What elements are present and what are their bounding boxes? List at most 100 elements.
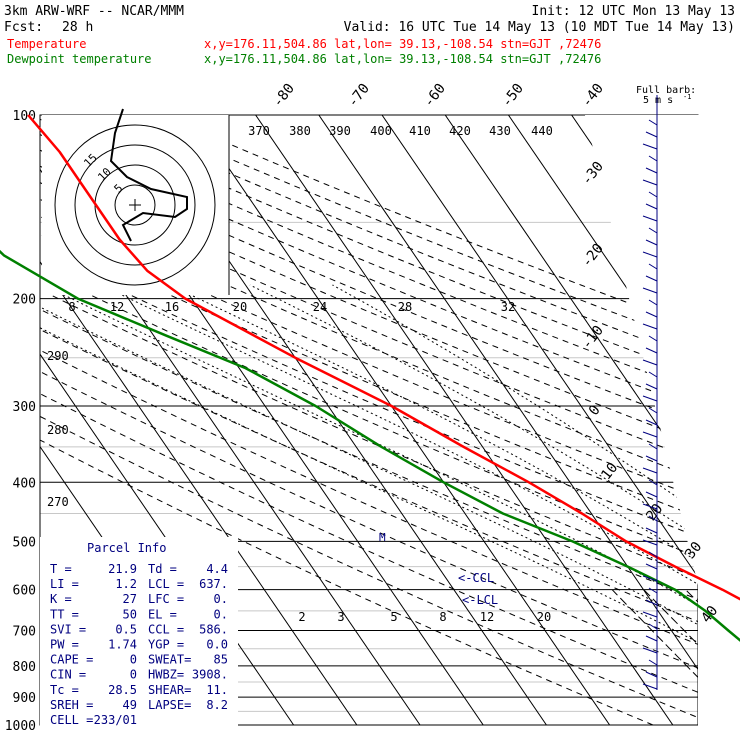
parcel-row-value: 11. bbox=[206, 683, 228, 697]
wind-barb bbox=[645, 383, 658, 390]
theta-label: 430 bbox=[489, 124, 511, 138]
wind-barb bbox=[648, 659, 658, 666]
parcel-row-label: CIN = bbox=[50, 668, 86, 682]
wind-barb bbox=[645, 239, 658, 246]
dry-adiabat bbox=[40, 198, 698, 480]
moist-adiabat-label: 28 bbox=[398, 300, 412, 314]
valid-time: Valid: 16 UTC Tue 14 May 13 (10 MDT Tue … bbox=[344, 20, 735, 35]
parcel-row-label: HWBZ= bbox=[148, 668, 184, 682]
parcel-row-label: TT = bbox=[50, 607, 79, 621]
pressure-label: 600 bbox=[13, 584, 36, 599]
parcel-row-value: 85 bbox=[214, 653, 228, 667]
wind-barb bbox=[648, 515, 658, 522]
wind-barb bbox=[642, 395, 658, 402]
wind-barb bbox=[648, 587, 658, 594]
isotherm bbox=[381, 115, 698, 578]
isotherm bbox=[318, 115, 698, 671]
moist-adiabat bbox=[249, 284, 698, 538]
hodograph-ring bbox=[74, 144, 196, 266]
pressure-label: 500 bbox=[13, 535, 36, 550]
dewpoint-profile bbox=[0, 249, 740, 642]
parcel-row-value: 0.5 bbox=[115, 622, 137, 636]
dewpoint-location: x,y=176.11,504.86 lat,lon= 39.13,-108.54… bbox=[204, 52, 601, 66]
wind-barb bbox=[642, 179, 658, 186]
parcel-row-label: CAPE = bbox=[50, 653, 93, 667]
moist-adiabat-label: 12 bbox=[110, 300, 124, 314]
parcel-row-value: 0.0 bbox=[206, 638, 228, 652]
dry-adiabat bbox=[40, 118, 698, 393]
wind-barb bbox=[645, 671, 658, 678]
wind-barb bbox=[642, 431, 658, 438]
dewpoint-legend: Dewpoint temperature bbox=[7, 52, 152, 66]
ccl-marker: <-CCL bbox=[458, 571, 494, 585]
theta-label: 290 bbox=[47, 349, 69, 363]
wind-barb bbox=[645, 599, 658, 606]
wind-barb bbox=[642, 539, 658, 546]
wind-barb bbox=[642, 683, 658, 690]
parcel-row-value: 8.2 bbox=[206, 698, 228, 712]
dry-adiabat bbox=[40, 415, 698, 719]
parcel-info-panel: Parcel Info T = 21.9 Td = 4.4 LI = 1.2 LCL = 63… bbox=[40, 537, 238, 733]
pressure-label: 200 bbox=[13, 293, 36, 308]
parcel-row-label: Td = bbox=[148, 562, 177, 576]
wind-barb bbox=[645, 455, 658, 462]
parcel-row-label: YGP = bbox=[148, 638, 184, 652]
wind-barb bbox=[642, 611, 658, 618]
m-marker: M bbox=[379, 531, 386, 544]
parcel-info-title: Parcel Info bbox=[87, 541, 166, 555]
mixing-ratio-line bbox=[643, 589, 698, 646]
sounding-profiles bbox=[0, 114, 740, 642]
parcel-row-value: 0. bbox=[214, 592, 228, 606]
init-time: Init: 12 UTC Mon 13 May 13 bbox=[532, 4, 736, 19]
mixing-ratio-line bbox=[611, 589, 698, 679]
pressure-label: 300 bbox=[13, 400, 36, 415]
parcel-row-value: 4.4 bbox=[206, 562, 228, 576]
mixing-ratio-label: 8 bbox=[439, 610, 446, 624]
wind-barb bbox=[648, 551, 658, 558]
wind-barb bbox=[648, 227, 658, 234]
wind-barb bbox=[642, 251, 658, 258]
parcel-row-label: SWEAT= bbox=[148, 653, 191, 667]
pressure-label: 700 bbox=[13, 625, 36, 640]
wind-barb bbox=[648, 155, 658, 162]
moist-adiabat-label: 24 bbox=[313, 300, 327, 314]
dry-adiabat bbox=[40, 349, 698, 645]
wind-barb bbox=[648, 407, 658, 414]
parcel-row-value: 27 bbox=[123, 592, 137, 606]
isotherm bbox=[444, 115, 698, 486]
parcel-row-label: CCL = bbox=[148, 622, 184, 636]
temperature-location: x,y=176.11,504.86 lat,lon= 39.13,-108.54… bbox=[204, 37, 601, 51]
moist-adiabat-label: 32 bbox=[501, 300, 515, 314]
moist-adiabat-label: 8 bbox=[68, 300, 75, 314]
parcel-row-label: SREH = bbox=[50, 698, 93, 712]
hodograph-ring bbox=[54, 124, 216, 286]
wind-barb bbox=[642, 503, 658, 510]
mixing-ratio-label: 5 bbox=[390, 610, 397, 624]
wind-barb bbox=[645, 203, 658, 210]
wind-barb bbox=[648, 335, 658, 342]
model-title: 3km ARW-WRF -- NCAR/MMM bbox=[4, 4, 184, 19]
wind-barb bbox=[642, 575, 658, 582]
parcel-row-value: 21.9 bbox=[108, 562, 137, 576]
wind-barb bbox=[645, 167, 658, 174]
pressure-label: 100 bbox=[13, 109, 36, 124]
theta-label: 440 bbox=[531, 124, 553, 138]
wind-barb bbox=[645, 491, 658, 498]
parcel-row-value: 1.2 bbox=[115, 577, 137, 591]
parcel-row-label: LCL = bbox=[148, 577, 184, 591]
dry-adiabat bbox=[40, 133, 698, 409]
fcst-value: 28 h bbox=[62, 20, 93, 35]
theta-label: 270 bbox=[47, 495, 69, 509]
wind-barb bbox=[642, 359, 658, 366]
mixing-ratio-label: 3 bbox=[337, 610, 344, 624]
theta-label: 410 bbox=[409, 124, 431, 138]
wind-barb bbox=[645, 311, 658, 318]
parcel-row-label: Tc = bbox=[50, 683, 79, 697]
wind-barb bbox=[648, 191, 658, 198]
hodograph-ring bbox=[114, 184, 156, 226]
wind-barb bbox=[648, 443, 658, 450]
wind-barb bbox=[642, 287, 658, 294]
parcel-row-value: 49 bbox=[123, 698, 137, 712]
parcel-row-value: 50 bbox=[123, 607, 137, 621]
